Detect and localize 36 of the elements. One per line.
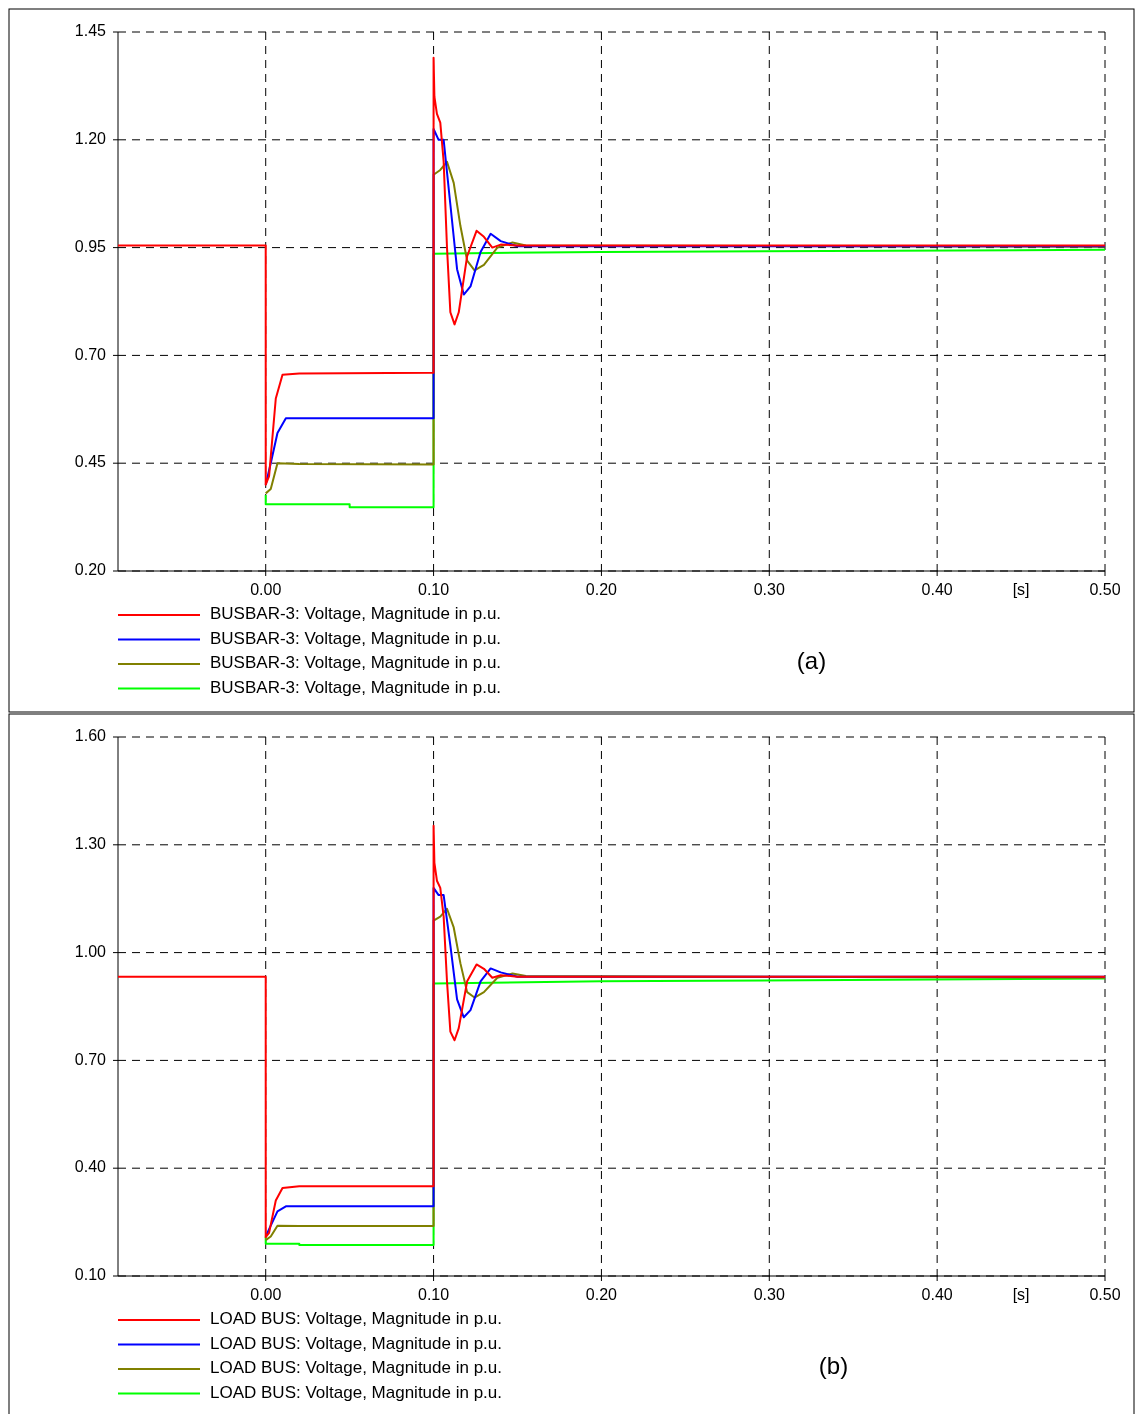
- x-tick-label: 0.30: [753, 1286, 785, 1303]
- legend-label: BUSBAR-3: Voltage, Magnitude in p.u.: [210, 628, 502, 648]
- legend-label: BUSBAR-3: Voltage, Magnitude in p.u.: [210, 677, 502, 697]
- x-tick-label: 0.00: [250, 1286, 282, 1303]
- text: (a): [796, 647, 827, 674]
- legend-label: LOAD BUS: Voltage, Magnitude in p.u.: [210, 1333, 503, 1353]
- y-tick-label: 0.95: [74, 237, 107, 255]
- x-tick-label: 0.20: [585, 581, 618, 598]
- x-tick-label: 0.20: [585, 1286, 618, 1303]
- x-tick-label: 0.50: [1089, 1286, 1121, 1303]
- legend-label: LOAD BUS: Voltage, Magnitude in p.u.: [210, 1358, 503, 1378]
- legend-label: BUSBAR-3: Voltage, Magnitude in p.u.: [210, 653, 502, 673]
- y-tick-label: 1.60: [74, 727, 107, 745]
- x-tick-label: 0.10: [418, 581, 450, 598]
- x-axis-title: [s]: [1012, 581, 1030, 598]
- y-tick-label: 0.70: [74, 345, 107, 363]
- y-tick-label: 1.30: [74, 835, 107, 853]
- x-tick-label: 0.40: [921, 581, 953, 598]
- x-tick-label: 0.00: [250, 581, 282, 598]
- y-tick-label: 1.00: [74, 942, 107, 960]
- y-tick-label: 1.45: [74, 22, 107, 40]
- x-tick-label: 0.10: [418, 1286, 450, 1303]
- legend-label: LOAD BUS: Voltage, Magnitude in p.u.: [210, 1382, 503, 1402]
- x-tick-label: 0.40: [921, 1286, 953, 1303]
- y-tick-label: 0.10: [74, 1266, 107, 1284]
- x-axis-title: [s]: [1012, 1286, 1030, 1303]
- x-tick-label: 0.50: [1089, 581, 1121, 598]
- y-tick-label: 0.45: [74, 453, 107, 471]
- y-tick-label: 0.40: [74, 1158, 107, 1176]
- y-tick-label: 1.20: [74, 130, 107, 148]
- y-tick-label: 0.20: [74, 561, 107, 579]
- y-tick-label: 0.70: [74, 1050, 107, 1068]
- legend-label: BUSBAR-3: Voltage, Magnitude in p.u.: [210, 604, 502, 624]
- text: (b): [818, 1352, 849, 1379]
- legend-label: LOAD BUS: Voltage, Magnitude in p.u.: [210, 1309, 503, 1329]
- x-tick-label: 0.30: [753, 581, 785, 598]
